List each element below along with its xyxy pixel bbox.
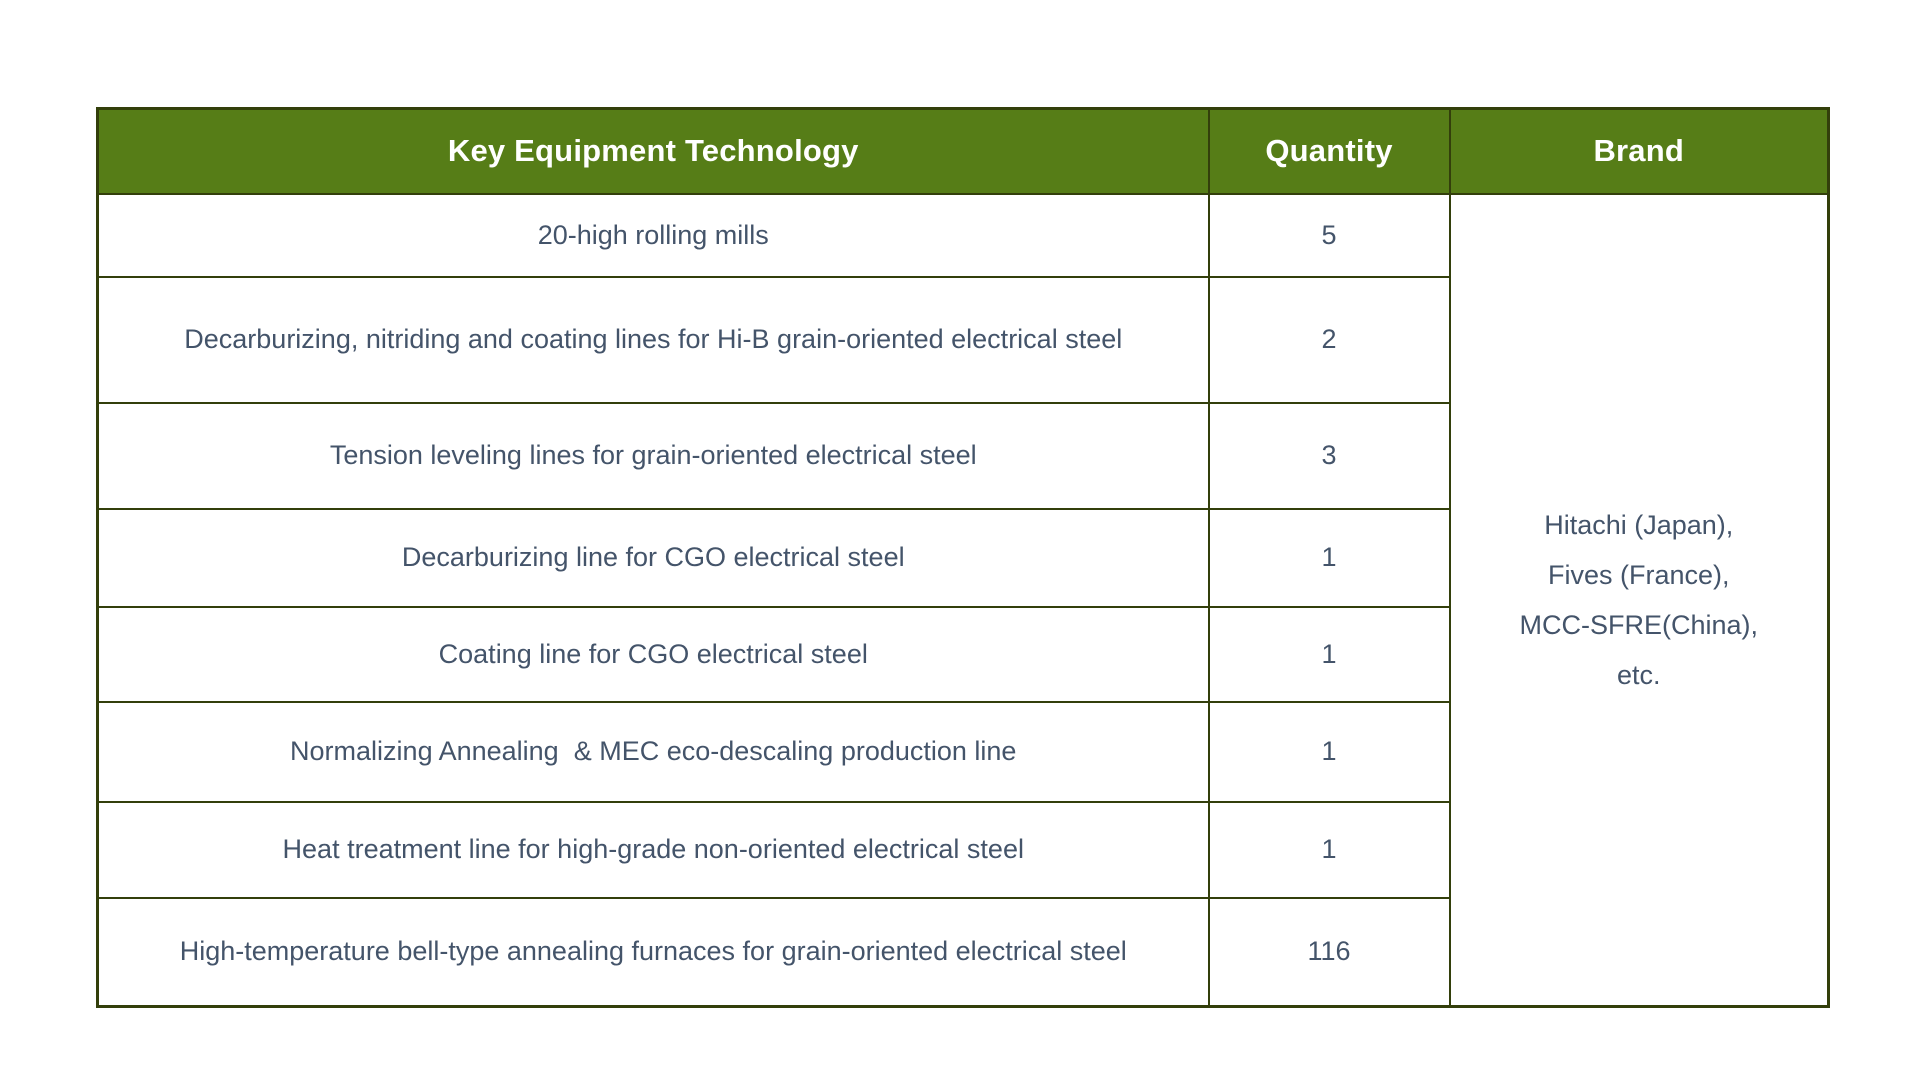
header-quantity: Quantity: [1207, 107, 1451, 195]
table-row: Coating line for CGO electrical steel 1: [96, 605, 1829, 703]
tech-cell: Coating line for CGO electrical steel: [96, 605, 1210, 703]
qty-cell: 3: [1207, 401, 1451, 510]
tech-cell: Decarburizing, nitriding and coating lin…: [96, 275, 1210, 404]
qty-cell: 1: [1207, 800, 1451, 899]
table-row: High-temperature bell-type annealing fur…: [96, 896, 1829, 1008]
tech-cell: Decarburizing line for CGO electrical st…: [96, 507, 1210, 608]
tech-cell: High-temperature bell-type annealing fur…: [96, 896, 1210, 1008]
brand-line: Hitachi (Japan),: [1544, 509, 1734, 540]
header-key-equipment-technology: Key Equipment Technology: [96, 107, 1210, 195]
tech-cell: Tension leveling lines for grain-oriente…: [96, 401, 1210, 510]
brand-line: Fives (France),: [1547, 559, 1730, 590]
table-row: 20-high rolling mills 5 Hitachi (Japan),…: [96, 192, 1830, 1008]
brand-merged-cell: Hitachi (Japan), Fives (France), MCC-SFR…: [1448, 192, 1830, 1008]
table-row: Decarburizing, nitriding and coating lin…: [96, 275, 1829, 404]
tech-cell: Heat treatment line for high-grade non-o…: [96, 800, 1210, 899]
brand-line: MCC-SFRE(China),: [1519, 609, 1759, 640]
table-row: Decarburizing line for CGO electrical st…: [96, 507, 1829, 608]
qty-cell: 1: [1207, 507, 1451, 608]
qty-cell: 5: [1207, 192, 1451, 278]
tech-cell: 20-high rolling mills: [96, 192, 1210, 278]
table-header-row: Key Equipment Technology Quantity Brand: [96, 107, 1830, 195]
qty-cell: 1: [1207, 605, 1451, 703]
equipment-table: Key Equipment Technology Quantity Brand …: [96, 107, 1830, 1008]
header-brand: Brand: [1448, 107, 1830, 195]
table-row: Heat treatment line for high-grade non-o…: [96, 800, 1829, 899]
qty-cell: 1: [1207, 700, 1451, 803]
table-row: Normalizing Annealing & MEC eco-descalin…: [96, 700, 1829, 803]
tech-cell: Normalizing Annealing & MEC eco-descalin…: [96, 700, 1210, 803]
qty-cell: 116: [1207, 896, 1451, 1008]
qty-cell: 2: [1207, 275, 1451, 404]
table-row: Tension leveling lines for grain-oriente…: [96, 401, 1829, 510]
brand-line: etc.: [1616, 659, 1661, 690]
